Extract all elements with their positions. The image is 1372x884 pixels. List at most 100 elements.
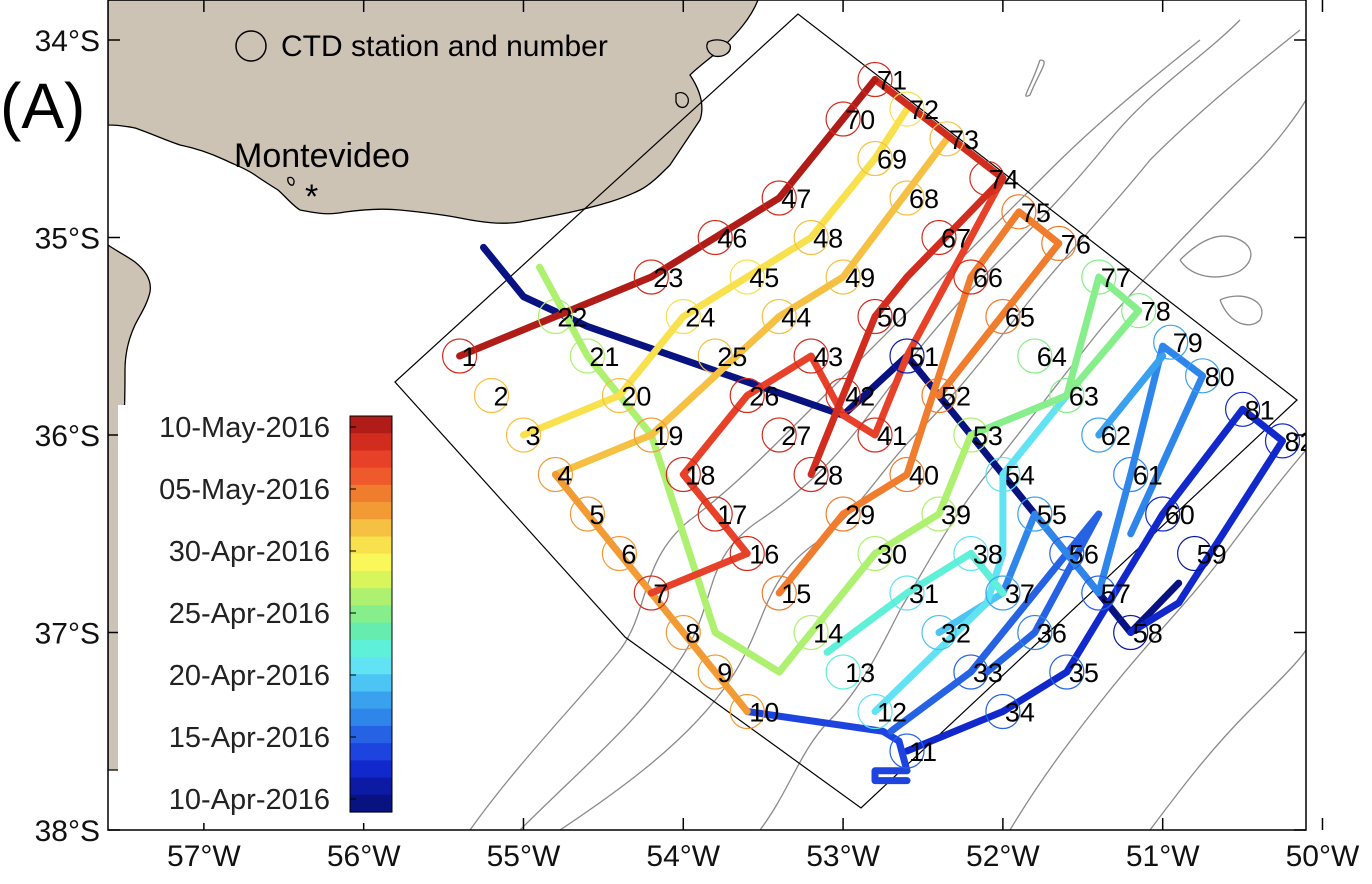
station-circle	[729, 259, 765, 295]
axes-frame	[107, 0, 1307, 831]
station-circle	[1145, 496, 1181, 532]
colorbar-swatch	[350, 639, 392, 658]
station-label: 16	[749, 540, 779, 570]
station-circle	[1049, 654, 1085, 690]
station-label: 9	[717, 658, 732, 688]
station-label: 78	[1141, 297, 1171, 327]
station-circle	[953, 535, 989, 572]
station-label: 2	[494, 382, 509, 412]
station-circle	[953, 259, 989, 295]
legend-label: CTD station and number	[281, 30, 608, 63]
x-tick-label: 53°W	[806, 840, 880, 873]
contour-line	[1009, 449, 1306, 830]
station-circle	[665, 456, 701, 493]
colorbar-swatch	[350, 674, 392, 693]
colorbar-swatch	[350, 467, 392, 486]
station-circle	[601, 377, 638, 414]
x-tick-label: 56°W	[327, 840, 401, 873]
station-circle	[889, 91, 925, 127]
station-label: 80	[1205, 362, 1235, 392]
x-tick-label: 52°W	[966, 840, 1040, 873]
station-label: 42	[845, 382, 875, 412]
station-label: 32	[941, 619, 971, 649]
station-circle	[985, 575, 1021, 611]
station-label: 20	[621, 382, 651, 412]
station-label: 72	[909, 95, 939, 125]
station-circle	[665, 298, 701, 335]
station-circle	[1184, 358, 1221, 394]
station-label: 64	[1037, 342, 1067, 372]
station-label: 81	[1245, 395, 1275, 425]
y-tick-label: 34°S	[35, 25, 100, 58]
station-label: 6	[621, 540, 636, 570]
station-circle	[857, 61, 893, 98]
colorbar-frame	[349, 415, 393, 813]
station-label: 13	[845, 658, 875, 688]
colorbar-swatch	[350, 519, 392, 538]
station-circle	[1017, 496, 1053, 532]
track-segment	[520, 105, 911, 439]
station-label: 40	[909, 461, 939, 491]
station-circle	[793, 338, 829, 374]
station-label: 45	[749, 263, 779, 293]
station-circle	[601, 535, 638, 572]
track-segment	[903, 405, 1286, 755]
station-circle	[825, 101, 861, 137]
station-circle	[1049, 535, 1085, 572]
station-circle	[953, 654, 989, 690]
station-label: 76	[1061, 229, 1091, 259]
station-label: 63	[1069, 382, 1099, 412]
station-circle	[473, 377, 510, 414]
colorbar-swatch	[350, 622, 392, 641]
station-label: 12	[877, 698, 907, 728]
colorbar-swatch	[350, 588, 392, 606]
station-label: 79	[1173, 328, 1203, 358]
island	[287, 176, 295, 186]
island	[706, 39, 731, 58]
panel-label: (A)	[0, 70, 85, 142]
station-circle	[1081, 259, 1117, 295]
y-tick-label: 36°S	[35, 420, 100, 453]
station-label: 39	[941, 500, 971, 530]
station-label: 33	[973, 658, 1003, 688]
colorbar-swatch	[350, 484, 392, 503]
station-circle	[793, 456, 829, 493]
colorbar-swatch	[350, 691, 392, 710]
station-circle	[633, 259, 669, 295]
station-label: 17	[717, 500, 747, 530]
station-label: 67	[941, 224, 971, 254]
track-segment	[807, 76, 1007, 478]
station-label: 8	[685, 619, 700, 649]
station-circle	[1113, 456, 1149, 493]
contour-line	[469, 39, 1201, 830]
station-circle	[857, 535, 893, 572]
colorbar: 10-May-2016 05-May-2016 30-Apr-2016 25-Apr-…	[118, 405, 398, 823]
station-label: 10	[749, 698, 779, 728]
station-label: 47	[781, 184, 811, 214]
station-circle	[537, 298, 574, 335]
colorbar-swatch	[350, 570, 392, 589]
station-label: 41	[877, 421, 907, 451]
track-segment	[551, 135, 951, 478]
station-circle	[857, 140, 893, 177]
y-tick-label: 37°S	[35, 618, 100, 651]
colorbar-swatch	[350, 433, 392, 452]
station-circle	[985, 298, 1021, 335]
station-label: 22	[557, 303, 587, 333]
station-label: 4	[557, 461, 572, 491]
colorbar-swatch	[350, 760, 392, 779]
station-label: 30	[877, 540, 907, 570]
station-circle	[921, 496, 957, 532]
x-tick-label: 55°W	[487, 840, 561, 873]
station-circle	[1017, 338, 1053, 374]
station-label: 26	[749, 382, 779, 412]
station-label: 53	[973, 421, 1003, 451]
station-circle	[889, 733, 925, 769]
station-circle	[1264, 423, 1301, 459]
station-label: 21	[589, 342, 619, 372]
contour-line	[519, 19, 1241, 830]
station-circle	[953, 417, 989, 453]
place-marker: *	[305, 178, 318, 216]
station-circle	[697, 654, 733, 690]
